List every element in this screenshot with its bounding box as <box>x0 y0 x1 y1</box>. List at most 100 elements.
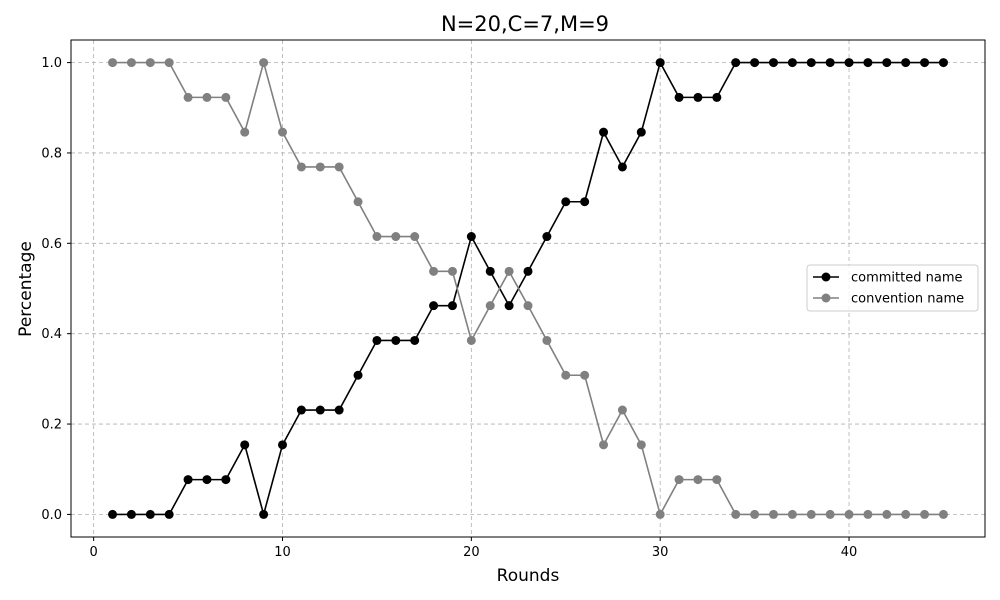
y-tick-label: 0.4 <box>41 327 62 342</box>
legend-marker-committed <box>821 272 831 282</box>
x-tick-label: 20 <box>463 545 480 560</box>
legend-label-convention: convention name <box>851 292 964 307</box>
data-point-convention-name <box>523 301 533 311</box>
data-point-convention-name <box>278 127 288 137</box>
x-axis-title: Rounds <box>497 566 560 586</box>
data-point-committed-name <box>334 405 344 415</box>
data-point-committed-name <box>296 405 306 415</box>
data-point-committed-name <box>485 266 495 276</box>
y-tick-label: 0.2 <box>41 418 62 433</box>
data-point-convention-name <box>731 509 741 519</box>
legend: committed name convention name <box>806 264 979 312</box>
data-point-committed-name <box>353 370 363 380</box>
data-point-committed-name <box>674 92 684 102</box>
data-point-convention-name <box>768 509 778 519</box>
data-point-committed-name <box>768 58 778 68</box>
data-point-convention-name <box>126 58 136 68</box>
data-point-committed-name <box>901 58 911 68</box>
data-point-convention-name <box>617 405 627 415</box>
data-point-convention-name <box>466 335 476 345</box>
data-point-committed-name <box>315 405 325 415</box>
data-point-convention-name <box>674 475 684 485</box>
data-point-committed-name <box>391 335 401 345</box>
data-point-convention-name <box>655 509 665 519</box>
data-point-convention-name <box>240 127 250 137</box>
data-point-convention-name <box>108 58 118 68</box>
data-point-convention-name <box>447 266 457 276</box>
data-point-committed-name <box>599 127 609 137</box>
data-point-convention-name <box>712 475 722 485</box>
data-point-committed-name <box>240 440 250 450</box>
y-tick-label: 0.0 <box>41 508 62 523</box>
series-layer <box>108 58 948 519</box>
data-point-committed-name <box>278 440 288 450</box>
data-point-committed-name <box>787 58 797 68</box>
data-point-committed-name <box>580 197 590 207</box>
data-point-convention-name <box>391 232 401 242</box>
data-point-convention-name <box>145 58 155 68</box>
data-point-convention-name <box>296 162 306 172</box>
data-point-committed-name <box>655 58 665 68</box>
legend-marker-convention <box>821 293 831 303</box>
data-point-convention-name <box>844 509 854 519</box>
data-point-committed-name <box>844 58 854 68</box>
data-point-committed-name <box>542 232 552 242</box>
data-point-committed-name <box>863 58 873 68</box>
data-point-convention-name <box>636 440 646 450</box>
data-point-convention-name <box>750 509 760 519</box>
data-point-committed-name <box>617 162 627 172</box>
data-point-committed-name <box>731 58 741 68</box>
grid <box>71 40 985 537</box>
legend-frame <box>806 264 979 312</box>
data-point-convention-name <box>315 162 325 172</box>
data-point-committed-name <box>466 232 476 242</box>
data-point-committed-name <box>636 127 646 137</box>
data-point-convention-name <box>863 509 873 519</box>
data-point-committed-name <box>126 509 136 519</box>
data-point-committed-name <box>806 58 816 68</box>
data-point-convention-name <box>353 197 363 207</box>
data-point-convention-name <box>938 509 948 519</box>
data-point-convention-name <box>806 509 816 519</box>
x-tick-label: 0 <box>90 545 98 560</box>
y-tick-label: 1.0 <box>41 56 62 71</box>
data-point-convention-name <box>259 58 269 68</box>
y-axis-title: Percentage <box>16 241 36 337</box>
data-point-committed-name <box>504 301 514 311</box>
data-point-committed-name <box>447 301 457 311</box>
data-point-convention-name <box>542 335 552 345</box>
data-point-committed-name <box>259 509 269 519</box>
plot-area-frame <box>70 39 986 538</box>
data-point-committed-name <box>825 58 835 68</box>
data-point-committed-name <box>372 335 382 345</box>
data-point-committed-name <box>938 58 948 68</box>
data-point-convention-name <box>504 266 514 276</box>
data-point-committed-name <box>221 475 231 485</box>
data-point-committed-name <box>523 266 533 276</box>
data-point-convention-name <box>183 92 193 102</box>
data-point-convention-name <box>221 92 231 102</box>
data-point-convention-name <box>429 266 439 276</box>
data-point-committed-name <box>750 58 760 68</box>
data-point-convention-name <box>164 58 174 68</box>
data-point-convention-name <box>920 509 930 519</box>
data-point-committed-name <box>882 58 892 68</box>
data-point-convention-name <box>882 509 892 519</box>
data-point-convention-name <box>372 232 382 242</box>
data-point-convention-name <box>334 162 344 172</box>
data-point-convention-name <box>580 370 590 380</box>
data-point-convention-name <box>202 92 212 102</box>
data-point-convention-name <box>787 509 797 519</box>
data-point-convention-name <box>693 475 703 485</box>
data-point-convention-name <box>485 301 495 311</box>
data-point-committed-name <box>429 301 439 311</box>
data-point-committed-name <box>693 92 703 102</box>
ticks: 0 10 20 30 40 0.0 0.2 0.4 0.6 0.8 1.0 <box>41 56 857 560</box>
data-point-committed-name <box>202 475 212 485</box>
x-tick-label: 30 <box>652 545 669 560</box>
data-point-convention-name <box>825 509 835 519</box>
data-point-committed-name <box>920 58 930 68</box>
x-tick-label: 10 <box>274 545 291 560</box>
y-tick-label: 0.6 <box>41 237 62 252</box>
